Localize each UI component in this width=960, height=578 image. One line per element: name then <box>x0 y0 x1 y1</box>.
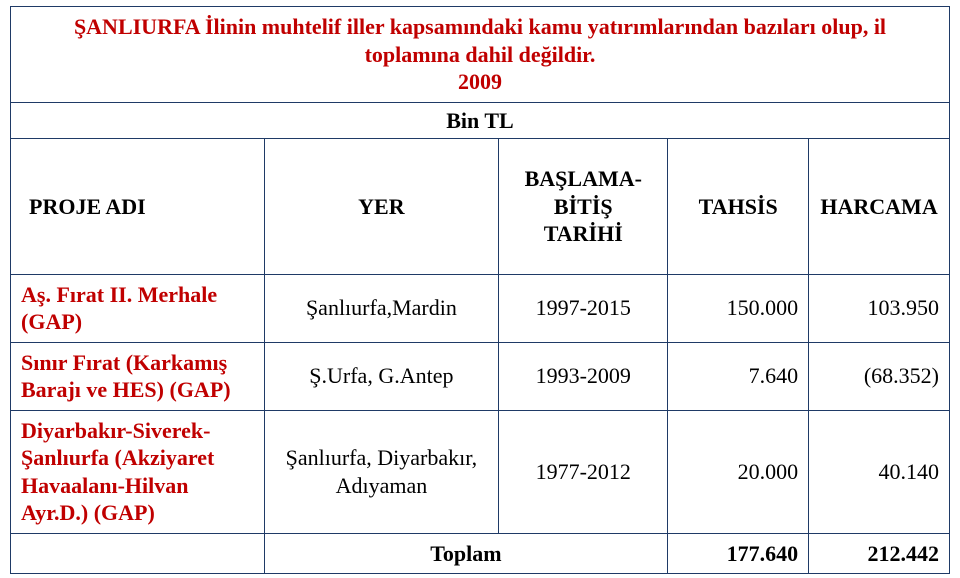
col-place: YER <box>264 139 499 275</box>
project-place: Ş.Urfa, G.Antep <box>264 342 499 410</box>
totals-spacer <box>11 533 265 574</box>
investment-table: ŞANLIURFA İlinin muhtelif iller kapsamın… <box>10 6 950 574</box>
project-expenditure: 40.140 <box>809 410 950 533</box>
project-dates: 1977-2012 <box>499 410 668 533</box>
table-title: ŞANLIURFA İlinin muhtelif iller kapsamın… <box>11 7 950 103</box>
totals-row: Toplam 177.640 212.442 <box>11 533 950 574</box>
col-project: PROJE ADI <box>11 139 265 275</box>
project-place: Şanlıurfa,Mardin <box>264 274 499 342</box>
project-allocation: 150.000 <box>668 274 809 342</box>
title-row: ŞANLIURFA İlinin muhtelif iller kapsamın… <box>11 7 950 103</box>
header-row: PROJE ADI YER BAŞLAMA- BİTİŞ TARİHİ TAHS… <box>11 139 950 275</box>
project-dates: 1993-2009 <box>499 342 668 410</box>
unit-row: Bin TL <box>11 102 950 139</box>
project-allocation: 20.000 <box>668 410 809 533</box>
title-year: 2009 <box>458 69 502 94</box>
table-row: Aş. Fırat II. Merhale (GAP) Şanlıurfa,Ma… <box>11 274 950 342</box>
project-expenditure: 103.950 <box>809 274 950 342</box>
project-name: Sınır Fırat (Karkamış Barajı ve HES) (GA… <box>11 342 265 410</box>
project-name: Diyarbakır-Siverek-Şanlıurfa (Akziyaret … <box>11 410 265 533</box>
title-line-2: toplamına dahil değildir. <box>365 42 596 67</box>
totals-expenditure: 212.442 <box>809 533 950 574</box>
table-row: Sınır Fırat (Karkamış Barajı ve HES) (GA… <box>11 342 950 410</box>
project-name: Aş. Fırat II. Merhale (GAP) <box>11 274 265 342</box>
col-allocation: TAHSİS <box>668 139 809 275</box>
table-row: Diyarbakır-Siverek-Şanlıurfa (Akziyaret … <box>11 410 950 533</box>
col-expenditure: HARCAMA <box>809 139 950 275</box>
totals-label: Toplam <box>264 533 668 574</box>
project-place: Şanlıurfa, Diyarbakır, Adıyaman <box>264 410 499 533</box>
col-dates: BAŞLAMA- BİTİŞ TARİHİ <box>499 139 668 275</box>
project-expenditure: (68.352) <box>809 342 950 410</box>
unit-cell: Bin TL <box>11 102 950 139</box>
project-allocation: 7.640 <box>668 342 809 410</box>
project-dates: 1997-2015 <box>499 274 668 342</box>
totals-allocation: 177.640 <box>668 533 809 574</box>
title-line-1: ŞANLIURFA İlinin muhtelif iller kapsamın… <box>74 14 886 39</box>
